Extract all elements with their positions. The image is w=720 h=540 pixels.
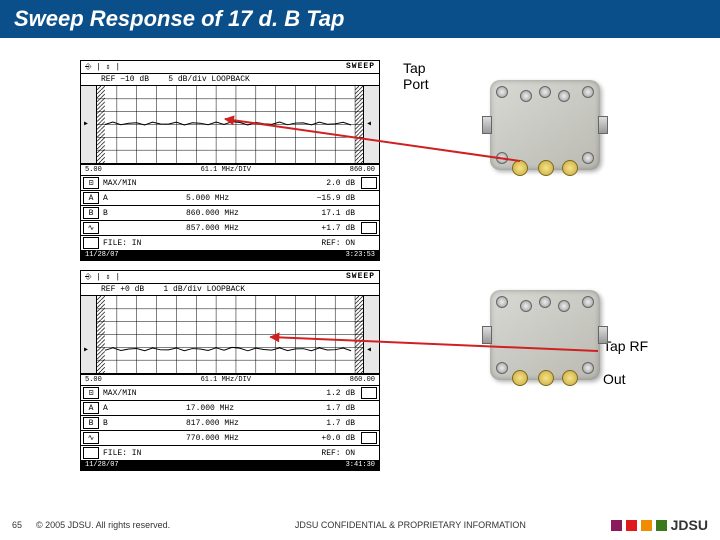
brand-text: JDSU bbox=[671, 517, 708, 533]
confidential: JDSU CONFIDENTIAL & PROPRIETARY INFORMAT… bbox=[210, 520, 610, 530]
label-tap-port: Tap Port bbox=[403, 60, 429, 92]
tap-device-1 bbox=[490, 80, 600, 170]
title-bar: Sweep Response of 17 d. B Tap bbox=[0, 0, 720, 38]
label-tap-rf: Tap RF bbox=[603, 338, 648, 354]
page-number: 65 bbox=[12, 520, 36, 530]
slide-body: ⎆ | ⇕ |SWEEP REF −10 dB 5 dB/div LOOPBAC… bbox=[0, 38, 720, 508]
label-out: Out bbox=[603, 371, 626, 387]
slide-title: Sweep Response of 17 d. B Tap bbox=[14, 6, 706, 32]
tap-device-2 bbox=[490, 290, 600, 380]
instrument-screenshot-2: ⎆ | ⇕ |SWEEP REF +0 dB 1 dB/div LOOPBACK… bbox=[80, 270, 380, 471]
jdsu-logo: JDSU bbox=[611, 517, 708, 533]
copyright: © 2005 JDSU. All rights reserved. bbox=[36, 520, 170, 530]
footer: 65 © 2005 JDSU. All rights reserved. JDS… bbox=[0, 510, 720, 540]
instrument-screenshot-1: ⎆ | ⇕ |SWEEP REF −10 dB 5 dB/div LOOPBAC… bbox=[80, 60, 380, 261]
